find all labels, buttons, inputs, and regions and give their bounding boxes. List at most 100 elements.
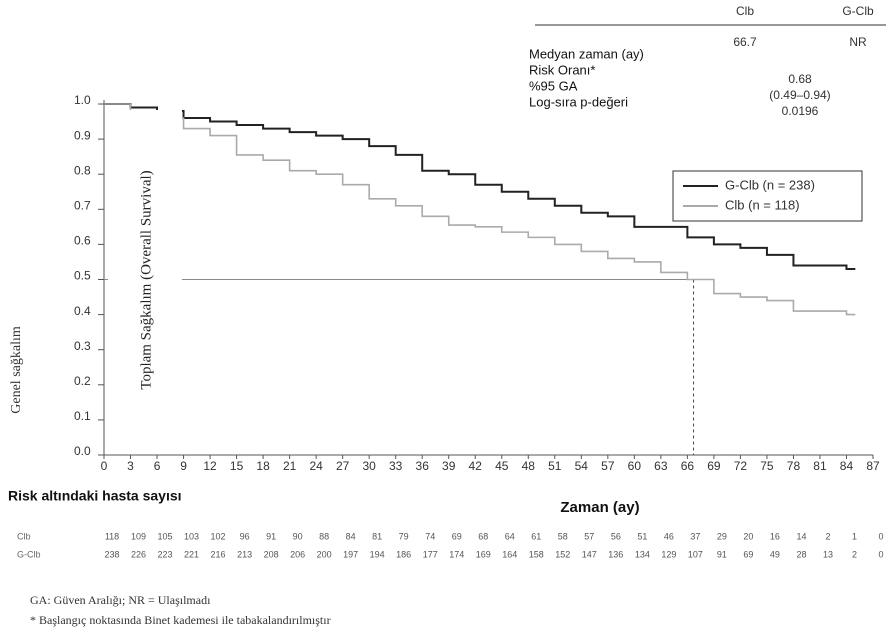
- risk-count: 109: [131, 531, 146, 541]
- risk-count: 37: [690, 531, 700, 541]
- x-tick-label: 15: [230, 459, 244, 473]
- stats-value: (0.49–0.94): [769, 88, 830, 102]
- risk-count: 164: [502, 549, 517, 559]
- risk-count: 226: [131, 549, 146, 559]
- x-tick-label: 12: [203, 459, 217, 473]
- risk-count: 118: [105, 531, 119, 541]
- annotation-box: [108, 110, 182, 450]
- stats-header: Clb: [736, 4, 754, 18]
- x-axis-label: Zaman (ay): [560, 499, 639, 516]
- risk-count: 20: [743, 531, 753, 541]
- risk-count: 14: [796, 531, 806, 541]
- x-tick-label: 48: [522, 459, 536, 473]
- x-tick-label: 42: [469, 459, 483, 473]
- risk-count: 152: [555, 549, 570, 559]
- risk-count: 90: [293, 531, 303, 541]
- risk-count: 61: [531, 531, 541, 541]
- x-tick-label: 60: [628, 459, 642, 473]
- footnote: * Başlangıç noktasında Binet kademesi il…: [30, 613, 331, 627]
- risk-count: 29: [717, 531, 727, 541]
- risk-count: 68: [478, 531, 488, 541]
- x-tick-label: 51: [548, 459, 562, 473]
- x-tick-label: 45: [495, 459, 509, 473]
- risk-count: 169: [476, 549, 491, 559]
- stats-value: 0.68: [788, 72, 812, 86]
- risk-count: 1: [852, 531, 857, 541]
- legend-box: [672, 170, 863, 222]
- x-tick-label: 3: [127, 459, 134, 473]
- risk-count: 206: [290, 549, 305, 559]
- x-tick-label: 57: [601, 459, 615, 473]
- risk-count: 91: [717, 549, 727, 559]
- risk-count: 58: [558, 531, 568, 541]
- risk-count: 81: [372, 531, 382, 541]
- risk-count: 103: [184, 531, 199, 541]
- risk-count: 51: [637, 531, 647, 541]
- annotation: Toplam Sağkalım (Overall Survival): [138, 170, 154, 389]
- stats-header: G-Clb: [842, 4, 874, 18]
- risk-count: 216: [211, 549, 226, 559]
- risk-count: 46: [664, 531, 674, 541]
- legend-label: G-Clb (n = 238): [725, 177, 815, 192]
- risk-count: 0: [878, 531, 883, 541]
- y-tick-label: 0.6: [74, 234, 91, 248]
- risk-count: 238: [104, 549, 119, 559]
- y-tick-label: 0.2: [74, 374, 91, 388]
- stats-label: Risk Oranı*: [529, 62, 595, 77]
- stats-value: NR: [849, 35, 867, 49]
- y-tick-label: 0.0: [74, 444, 91, 458]
- survival-curve: [104, 103, 856, 316]
- stats-value: 0.0196: [782, 104, 819, 118]
- stats-label: %95 GA: [529, 78, 578, 93]
- risk-count: 16: [770, 531, 780, 541]
- x-tick-label: 63: [654, 459, 668, 473]
- risk-count: 79: [399, 531, 409, 541]
- risk-count: 57: [584, 531, 594, 541]
- stats-label: Medyan zaman (ay): [529, 46, 644, 61]
- risk-count: 49: [770, 549, 780, 559]
- x-tick-label: 9: [180, 459, 187, 473]
- risk-count: 129: [661, 549, 676, 559]
- risk-count: 136: [608, 549, 623, 559]
- risk-count: 174: [449, 549, 464, 559]
- x-tick-label: 66: [681, 459, 695, 473]
- x-tick-label: 18: [256, 459, 270, 473]
- risk-count: 158: [529, 549, 544, 559]
- risk-count: 13: [823, 549, 833, 559]
- risk-row-label: Clb: [17, 531, 31, 541]
- risk-count: 2: [852, 549, 857, 559]
- risk-count: 64: [505, 531, 515, 541]
- x-tick-label: 24: [309, 459, 323, 473]
- risk-count: 91: [266, 531, 276, 541]
- survival-curve: [104, 103, 856, 270]
- risk-count: 56: [611, 531, 621, 541]
- risk-count: 208: [264, 549, 279, 559]
- x-tick-label: 84: [840, 459, 854, 473]
- risk-count: 2: [825, 531, 830, 541]
- y-tick-label: 0.9: [74, 128, 91, 142]
- x-tick-label: 75: [760, 459, 774, 473]
- x-tick-label: 30: [362, 459, 376, 473]
- risk-count: 107: [688, 549, 703, 559]
- risk-count: 105: [158, 531, 173, 541]
- risk-count: 74: [425, 531, 435, 541]
- x-tick-label: 6: [154, 459, 161, 473]
- risk-count: 28: [796, 549, 806, 559]
- x-tick-label: 69: [707, 459, 721, 473]
- risk-count: 69: [452, 531, 462, 541]
- risk-count: 88: [319, 531, 329, 541]
- x-tick-label: 39: [442, 459, 456, 473]
- risk-count: 221: [184, 549, 199, 559]
- y-axis-label: Genel sağkalım: [9, 326, 24, 414]
- risk-count: 223: [158, 549, 173, 559]
- y-tick-label: 0.3: [74, 339, 91, 353]
- x-tick-label: 78: [787, 459, 801, 473]
- y-tick-label: 0.4: [74, 304, 91, 318]
- risk-count: 84: [346, 531, 356, 541]
- x-tick-label: 54: [575, 459, 589, 473]
- x-tick-label: 72: [734, 459, 748, 473]
- x-tick-label: 87: [866, 459, 880, 473]
- x-tick-label: 81: [813, 459, 827, 473]
- risk-count: 69: [743, 549, 753, 559]
